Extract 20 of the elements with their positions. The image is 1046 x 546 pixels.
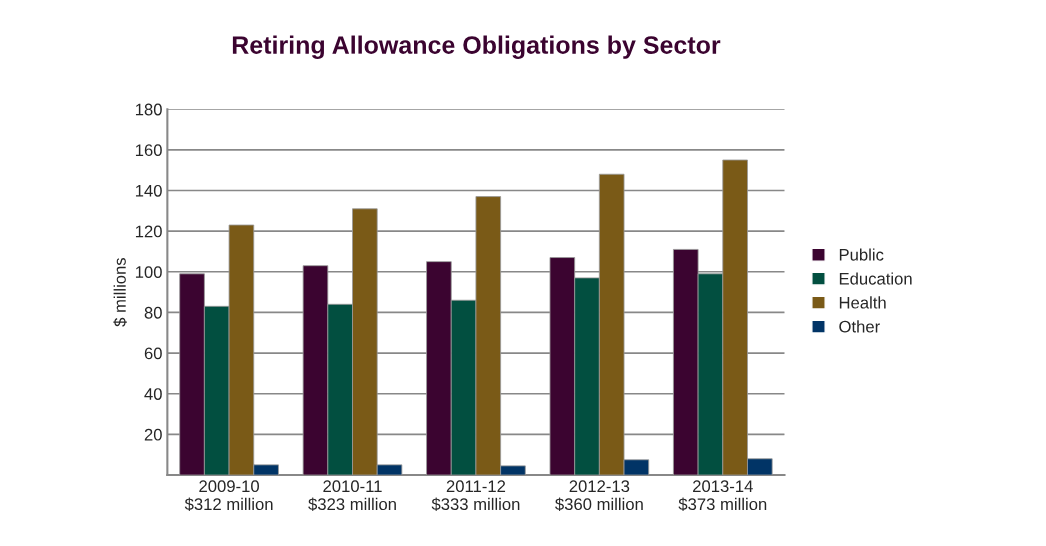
y-tick-label: 20 <box>144 428 162 441</box>
legend-label: Education <box>839 272 912 285</box>
legend-label: Health <box>839 296 886 309</box>
y-tick-label: 180 <box>135 103 162 116</box>
y-tick-label: 40 <box>144 388 162 400</box>
x-tick-label: 2013-14 $373 million <box>678 480 767 512</box>
y-axis-title: $ millions <box>113 257 127 327</box>
x-tick-label: 2011-12 $333 million <box>431 480 520 512</box>
y-tick-label: 100 <box>135 266 162 278</box>
y-tick-label: 60 <box>144 347 162 360</box>
y-tick-label: 120 <box>135 225 162 238</box>
y-tick-label: 160 <box>135 144 162 157</box>
x-tick-label: 2012-13 $360 million <box>555 480 643 512</box>
x-tick-label: 2010-11 $323 million <box>308 480 396 512</box>
y-tick-label: 80 <box>144 306 162 319</box>
y-tick-label: 140 <box>135 184 162 197</box>
legend-label: Public <box>839 248 884 261</box>
x-tick-label: 2009-10 $312 million <box>184 480 273 512</box>
legend-label: Other <box>839 320 880 333</box>
chart-title: Retiring Allowance Obligations by Sector <box>232 35 721 59</box>
